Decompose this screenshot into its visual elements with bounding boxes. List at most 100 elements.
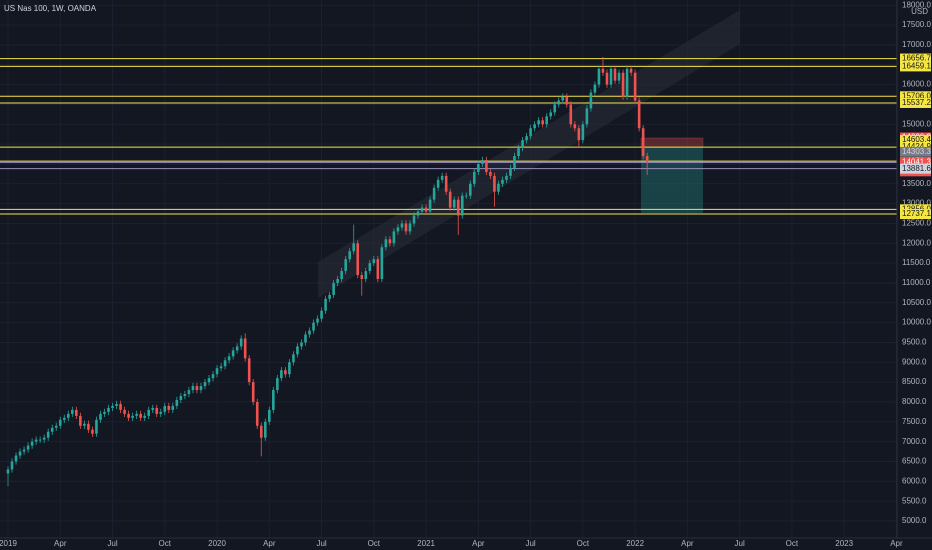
candle-body xyxy=(384,239,388,248)
candle-body xyxy=(183,394,187,397)
candle-body xyxy=(372,259,376,264)
candle-body xyxy=(625,68,629,97)
candle-body xyxy=(593,84,597,93)
candle-body xyxy=(344,259,347,272)
candle-body xyxy=(440,175,444,180)
candle-body xyxy=(464,195,468,197)
candle-body xyxy=(276,378,279,391)
price-label: 14603.4 xyxy=(902,135,931,144)
candle-body xyxy=(151,407,155,410)
candles xyxy=(6,56,649,487)
candle-body xyxy=(62,417,66,420)
candle-body xyxy=(444,175,448,192)
candle-body xyxy=(18,451,22,456)
x-tick-label: 2019 xyxy=(0,539,17,548)
y-tick-label: 8000.0 xyxy=(902,397,927,406)
candle-body xyxy=(219,366,223,369)
price-label: 16656.7 xyxy=(902,54,931,63)
candle-body xyxy=(364,271,368,279)
y-tick-label: 11500.0 xyxy=(902,258,931,267)
candle-body xyxy=(179,396,183,400)
candle-body xyxy=(34,439,38,442)
candle-body xyxy=(107,407,110,412)
candle-body xyxy=(207,378,211,383)
candle-body xyxy=(87,423,90,430)
candle-body xyxy=(517,148,520,157)
candle-body xyxy=(243,338,247,359)
candle-body xyxy=(316,318,319,323)
candle-body xyxy=(549,112,552,117)
x-tick-label: Apr xyxy=(681,539,694,548)
levels xyxy=(0,58,897,215)
candle-body xyxy=(247,358,251,383)
candle-body xyxy=(259,425,263,438)
x-tick-label: Apr xyxy=(472,539,485,548)
y-tick-label: 12000.0 xyxy=(902,238,931,247)
y-tick-label: 8500.0 xyxy=(902,377,927,386)
candle-body xyxy=(605,72,609,85)
candle-body xyxy=(380,247,384,279)
price-label-box xyxy=(900,91,931,102)
candle-body xyxy=(328,294,331,299)
candle-body xyxy=(404,223,408,232)
y-tick-label: 12500.0 xyxy=(902,219,931,228)
candle-body xyxy=(10,461,14,470)
candle-body xyxy=(332,282,335,295)
candle-body xyxy=(119,403,122,410)
price-label-box xyxy=(900,97,931,108)
target-zone xyxy=(641,147,703,213)
price-label-box xyxy=(900,163,931,174)
y-tick-label: 10000.0 xyxy=(902,318,931,327)
x-tick-label: Apr xyxy=(54,539,67,548)
candle-body xyxy=(561,96,565,101)
candle-body xyxy=(67,413,70,418)
candle-body xyxy=(621,72,625,97)
y-tick-label: 5000.0 xyxy=(902,516,927,525)
candle-body xyxy=(336,278,339,283)
candle-body xyxy=(239,338,243,347)
candle-body xyxy=(420,207,424,212)
candle-body xyxy=(14,455,18,462)
candle-body xyxy=(581,124,585,141)
candle-body xyxy=(529,128,532,137)
candle-body xyxy=(428,199,432,212)
candle-body xyxy=(187,390,191,395)
y-tick-label: 11000.0 xyxy=(902,278,931,287)
y-tick-label: 6000.0 xyxy=(902,476,927,485)
candle-body xyxy=(456,199,460,216)
candle-body xyxy=(272,390,275,410)
price-label: 12737.1 xyxy=(902,209,931,218)
candle-body xyxy=(597,68,601,85)
candle-body xyxy=(613,68,617,81)
candle-body xyxy=(424,207,428,212)
candle-body xyxy=(340,271,343,279)
candle-body xyxy=(324,298,327,311)
candle-body xyxy=(111,405,114,408)
candle-body xyxy=(360,275,364,279)
candle-body xyxy=(195,386,199,391)
candle-body xyxy=(30,441,34,446)
candle-body xyxy=(251,382,255,402)
candle-body xyxy=(629,68,633,73)
candle-body xyxy=(79,415,82,426)
x-tick-label: Oct xyxy=(577,539,590,548)
candle-body xyxy=(83,423,86,426)
x-tick-label: Oct xyxy=(159,539,172,548)
candle-body xyxy=(432,187,436,200)
candle-body xyxy=(497,183,500,192)
y-tick-label: 13500.0 xyxy=(902,179,931,188)
price-label: 14303.3 xyxy=(902,147,931,156)
candle-body xyxy=(352,243,356,252)
y-tick-label: 7000.0 xyxy=(902,437,927,446)
candle-body xyxy=(541,120,544,125)
candle-body xyxy=(565,96,569,105)
y-tick-label: 17500.0 xyxy=(902,20,931,29)
candle-body xyxy=(525,136,528,141)
candle-body xyxy=(485,159,488,172)
candle-body xyxy=(505,175,508,180)
candle-body xyxy=(601,68,605,73)
candle-body xyxy=(6,469,10,474)
candle-body xyxy=(553,104,557,113)
candle-body xyxy=(448,191,452,208)
candle-body xyxy=(545,116,548,125)
